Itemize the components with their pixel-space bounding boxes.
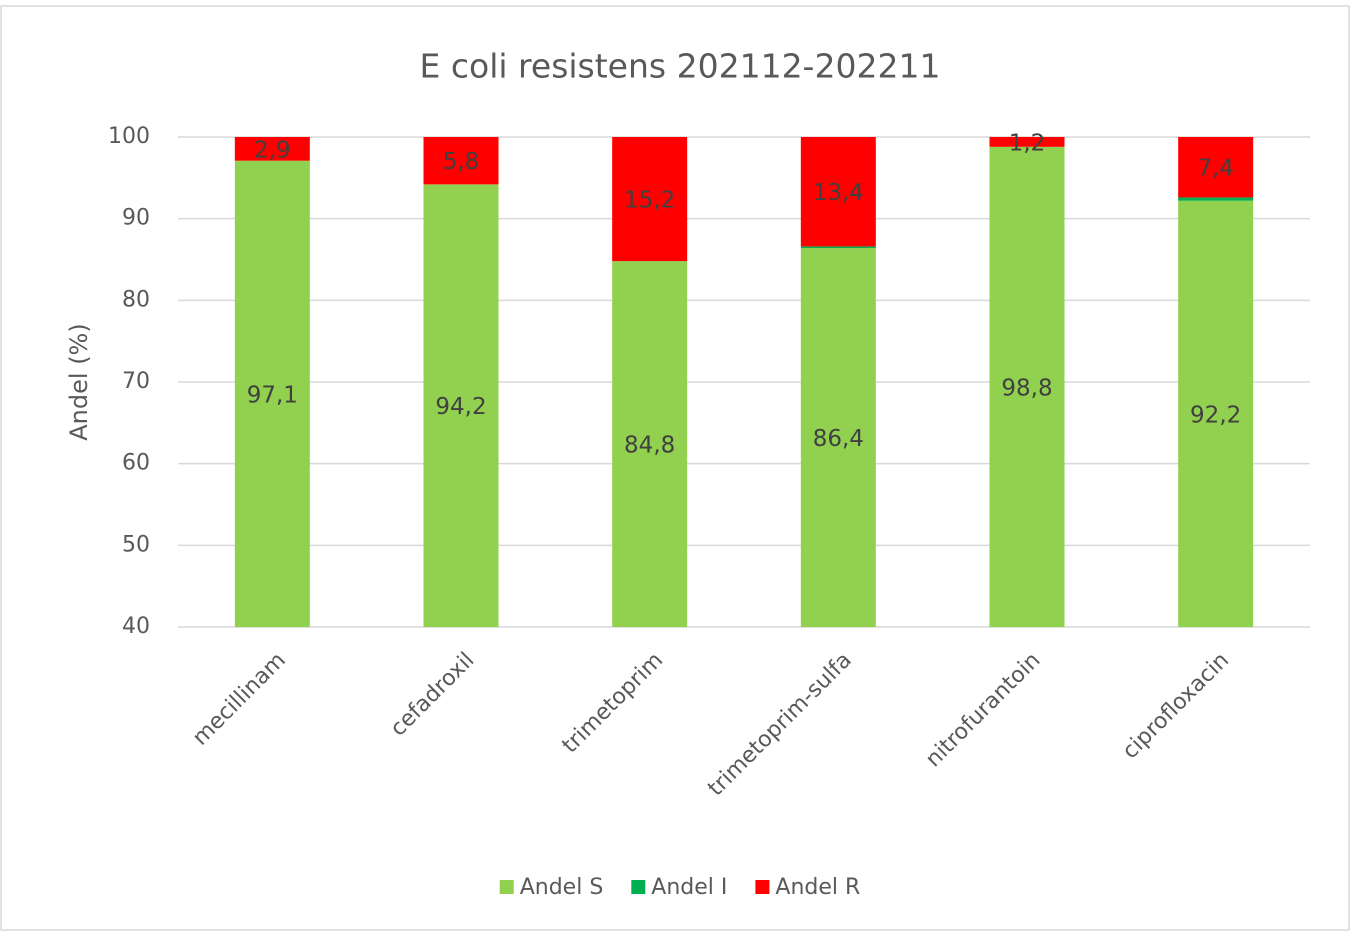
value-label: 5,8 [443,149,480,175]
bar-segment [1178,200,1254,627]
value-label: 94,2 [435,394,486,420]
value-label: 15,2 [624,188,675,214]
value-label: 86,4 [813,426,864,452]
legend-label: Andel S [520,875,604,900]
bar-segment [423,184,499,627]
value-label: 98,8 [1001,375,1052,401]
bar-segment [800,248,876,628]
value-label: 13,4 [813,180,864,206]
bar-segment [234,137,310,161]
value-label: 1,2 [1009,130,1046,156]
y-axis-label: Andel (%) [65,323,93,440]
y-tick-label: 50 [122,532,150,557]
y-tick-label: 100 [108,124,150,149]
bar-segment [800,246,876,249]
legend-swatch [755,880,770,894]
value-label: 2,9 [254,137,291,163]
legend-label: Andel I [651,875,727,900]
bar-segment [989,137,1065,147]
legend-swatch [499,880,514,894]
value-label: 7,4 [1197,156,1234,182]
y-tick-label: 70 [122,369,150,394]
bar-segment [234,160,310,627]
value-label: 92,2 [1190,402,1241,428]
y-tick-label: 80 [122,287,150,312]
bar-segment [612,137,688,262]
bar-segment [423,137,499,185]
bar-segment [989,146,1065,628]
legend-label: Andel R [775,875,860,900]
bar-segment [800,137,876,247]
legend-swatch [631,880,646,894]
y-tick-label: 90 [122,206,150,231]
bar-segment [612,261,688,627]
y-tick-label: 40 [122,614,150,639]
bar-segment [1178,197,1254,201]
chart-title: E coli resistens 202112-202211 [420,47,941,86]
y-tick-label: 60 [122,451,150,476]
value-label: 97,1 [247,382,298,408]
value-label: 84,8 [624,433,675,459]
bar-segment [1178,137,1254,198]
